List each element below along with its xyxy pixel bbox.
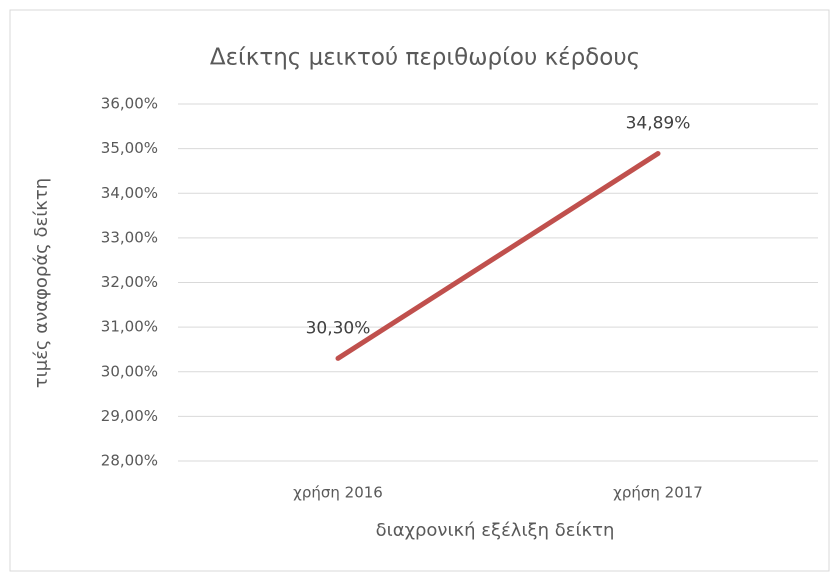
line-series (335, 151, 661, 361)
y-axis-title: τιμές αναφοράς δείκτη (31, 178, 52, 388)
y-tick-label: 34,00% (101, 184, 158, 202)
y-tick-label: 36,00% (101, 95, 158, 113)
x-tick-label: χρήση 2017 (613, 484, 703, 502)
chart-title: Δείκτης μεικτού περιθωρίου κέρδους (210, 45, 640, 71)
y-tick-label: 33,00% (101, 228, 158, 246)
y-tick-label: 29,00% (101, 407, 158, 425)
y-tick-label: 28,00% (101, 452, 158, 470)
data-label: 34,89% (626, 114, 691, 134)
x-axis-title: διαχρονική εξέλιξη δείκτη (376, 520, 615, 541)
y-tick-label: 31,00% (101, 318, 158, 336)
data-label: 30,30% (306, 318, 371, 338)
y-tick-label: 35,00% (101, 139, 158, 157)
y-tick-label: 32,00% (101, 273, 158, 291)
y-tick-label: 30,00% (101, 362, 158, 380)
x-tick-label: χρήση 2016 (293, 484, 383, 502)
